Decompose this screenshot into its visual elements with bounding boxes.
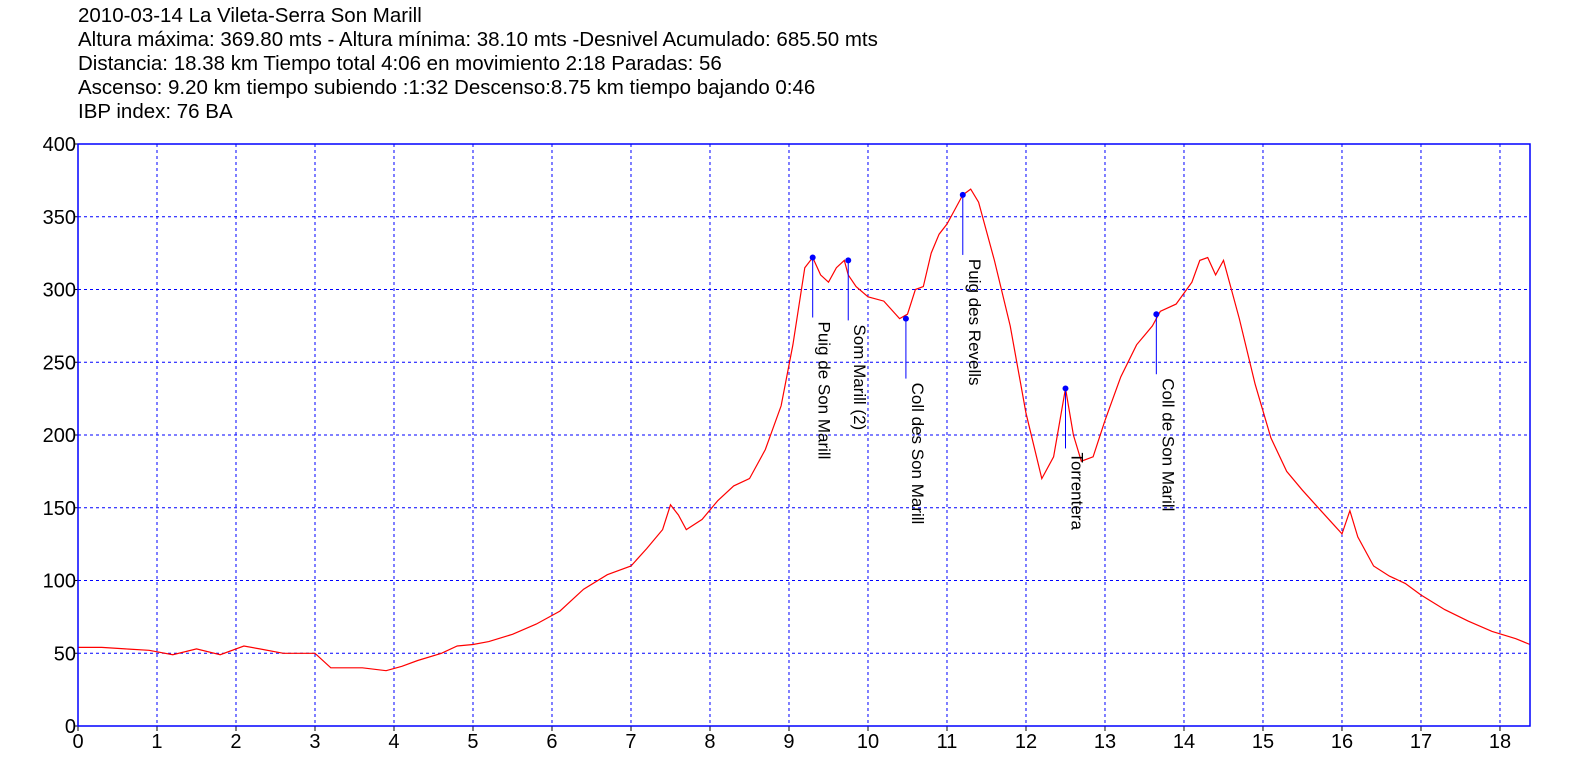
x-tick-label: 18 <box>1489 731 1511 753</box>
x-tick-label: 6 <box>546 731 557 753</box>
y-tick-label: 350 <box>43 207 76 229</box>
ascent-descent-stats: Ascenso: 9.20 km tiempo subiendo :1:32 D… <box>78 76 816 99</box>
chart-header: 2010-03-14 La Vileta-Serra Son Marill Al… <box>78 4 878 124</box>
x-tick-label: 13 <box>1094 731 1116 753</box>
y-tick-label: 400 <box>43 134 76 156</box>
waypoint-label: Coll des Son Marill <box>908 383 927 525</box>
x-tick-label: 2 <box>230 731 241 753</box>
plot-frame <box>77 143 1531 727</box>
waypoint: Coll des Son Marill <box>902 315 927 525</box>
waypoint-marker <box>809 254 816 261</box>
waypoint-label: Puig de Son Marill <box>815 321 834 459</box>
waypoint-label: Torrentera <box>1067 452 1086 530</box>
y-tick-label: 150 <box>43 498 76 520</box>
waypoint-marker <box>902 315 909 322</box>
x-tick-label: 7 <box>625 731 636 753</box>
waypoint-label: Coll de Son Marill <box>1158 378 1177 511</box>
x-tick-label: 17 <box>1410 731 1432 753</box>
y-axis-ticks: 0 50 100 150 200 250 300 350 400 <box>43 134 78 738</box>
elevation-stats: Altura máxima: 369.80 mts - Altura mínim… <box>78 28 878 51</box>
waypoint: Coll de Son Marill <box>1153 311 1177 511</box>
x-tick-label: 15 <box>1252 731 1274 753</box>
waypoint: Torrentera <box>1062 385 1086 530</box>
y-tick-label: 0 <box>65 716 76 738</box>
x-tick-label: 16 <box>1331 731 1353 753</box>
y-tick-label: 100 <box>43 571 76 593</box>
x-tick-label: 12 <box>1015 731 1037 753</box>
x-tick-label: 3 <box>309 731 320 753</box>
x-tick-label: 0 <box>72 731 83 753</box>
x-tick-label: 1 <box>151 731 162 753</box>
x-tick-label: 8 <box>704 731 715 753</box>
x-tick-label: 9 <box>783 731 794 753</box>
chart-title: 2010-03-14 La Vileta-Serra Son Marill <box>78 4 422 27</box>
waypoint-marker <box>1153 311 1160 318</box>
waypoint-marker <box>959 191 966 198</box>
distance-time-stats: Distancia: 18.38 km Tiempo total 4:06 en… <box>78 52 722 75</box>
elevation-profile-line <box>78 188 1531 672</box>
waypoints: Puig de Son Marill Som Marill (2) Coll des… <box>809 191 1177 530</box>
x-axis-ticks: 0 1 2 3 4 5 6 7 8 9 10 11 12 13 14 15 16 17 18 <box>72 726 1511 753</box>
x-tick-label: 10 <box>857 731 879 753</box>
x-tick-label: 11 <box>937 731 958 753</box>
x-tick-label: 5 <box>467 731 478 753</box>
ibp-index: IBP index: 76 BA <box>78 100 233 123</box>
y-tick-label: 250 <box>43 352 76 374</box>
waypoint-marker <box>1062 385 1069 392</box>
grid <box>78 144 1530 726</box>
waypoint-label: Som Marill (2) <box>850 324 869 430</box>
waypoint: Som Marill (2) <box>845 257 869 430</box>
waypoint: Puig des Revells <box>959 191 984 386</box>
y-tick-label: 300 <box>43 280 76 302</box>
waypoint-label: Puig des Revells <box>965 259 984 386</box>
y-tick-label: 50 <box>54 643 76 665</box>
x-tick-label: 4 <box>388 731 399 753</box>
x-tick-label: 14 <box>1173 731 1195 753</box>
waypoint: Puig de Son Marill <box>809 254 834 459</box>
waypoint-marker <box>845 257 852 264</box>
y-tick-label: 200 <box>43 425 76 447</box>
